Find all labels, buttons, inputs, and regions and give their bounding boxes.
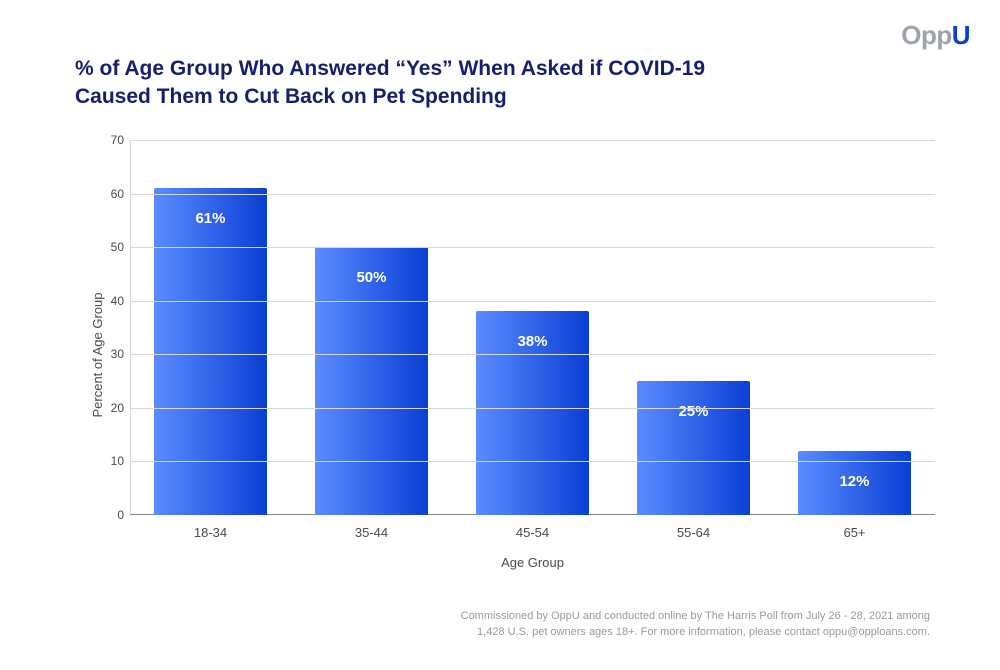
bar: 12% bbox=[798, 451, 911, 515]
brand-logo: OppU bbox=[901, 20, 970, 51]
gridline bbox=[130, 408, 935, 409]
bar: 50% bbox=[315, 247, 428, 515]
bars-group: 61% 50% 38% 25% 12% bbox=[130, 140, 935, 515]
gridline bbox=[130, 354, 935, 355]
footnote-line-2: 1,428 U.S. pet owners ages 18+. For more… bbox=[461, 625, 930, 640]
y-tick-label: 10 bbox=[102, 454, 124, 468]
x-axis-label: Age Group bbox=[501, 555, 564, 570]
bar-value-label: 50% bbox=[356, 269, 386, 286]
y-tick-label: 20 bbox=[102, 401, 124, 415]
y-tick-label: 50 bbox=[102, 240, 124, 254]
bar-value-label: 12% bbox=[839, 473, 869, 490]
gridline bbox=[130, 247, 935, 248]
y-tick-label: 30 bbox=[102, 347, 124, 361]
y-tick-label: 40 bbox=[102, 294, 124, 308]
x-tick-label: 35-44 bbox=[355, 525, 388, 540]
gridline bbox=[130, 461, 935, 462]
gridline bbox=[130, 194, 935, 195]
logo-part1: Opp bbox=[901, 20, 952, 50]
gridline bbox=[130, 301, 935, 302]
bar-value-label: 25% bbox=[678, 403, 708, 420]
gridline bbox=[130, 140, 935, 141]
bar: 25% bbox=[637, 381, 750, 515]
logo-part2: U bbox=[952, 20, 970, 50]
chart-container: Percent of Age Group 61%50%38%25%12% Age… bbox=[75, 140, 935, 570]
x-tick-label: 55-64 bbox=[677, 525, 710, 540]
bar: 38% bbox=[476, 311, 589, 515]
y-tick-label: 0 bbox=[102, 508, 124, 522]
x-tick-label: 18-34 bbox=[194, 525, 227, 540]
y-tick-label: 70 bbox=[102, 133, 124, 147]
plot-area: 61%50%38%25%12% Age Group 01020304050607… bbox=[130, 140, 935, 515]
y-tick-label: 60 bbox=[102, 187, 124, 201]
bar-value-label: 61% bbox=[195, 210, 225, 227]
footnote-line-1: Commissioned by OppU and conducted onlin… bbox=[461, 609, 930, 624]
bar: 61% bbox=[154, 188, 267, 515]
x-tick-label: 45-54 bbox=[516, 525, 549, 540]
x-tick-label: 65+ bbox=[843, 525, 865, 540]
footnote: Commissioned by OppU and conducted onlin… bbox=[461, 609, 930, 640]
chart-title: % of Age Group Who Answered “Yes” When A… bbox=[75, 55, 725, 112]
bar-value-label: 38% bbox=[517, 333, 547, 350]
